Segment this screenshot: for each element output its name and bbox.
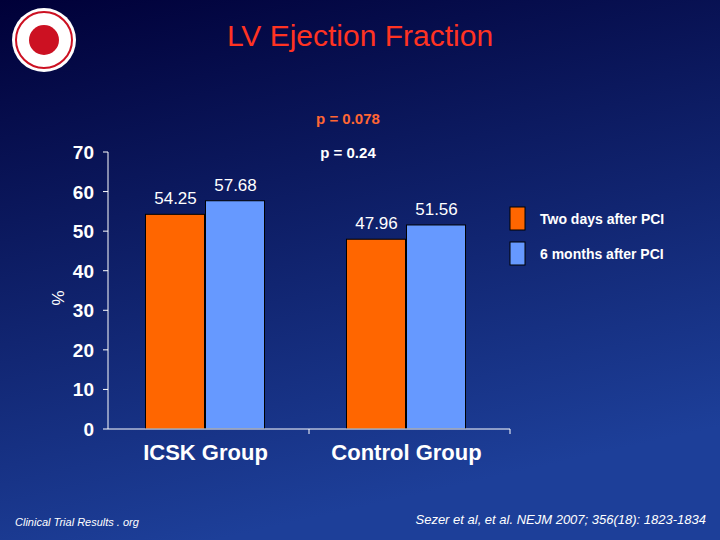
y-tick-label: 60 [73, 182, 94, 203]
category-divider [309, 429, 310, 434]
annotation: p = 0.078 [316, 110, 380, 127]
y-tick [103, 429, 108, 430]
bars [146, 201, 466, 429]
legend-swatch [510, 242, 525, 265]
footnote: Clinical Trial Results . org [15, 516, 140, 528]
y-tick [103, 389, 108, 390]
y-tick-label: 20 [73, 340, 94, 361]
y-tick-label: 30 [73, 300, 94, 321]
y-tick-label: 70 [73, 142, 94, 163]
legend-swatch [510, 207, 525, 230]
bar [347, 239, 406, 429]
data-label: 51.56 [415, 200, 458, 219]
data-label: 54.25 [154, 189, 197, 208]
logo-center [29, 25, 59, 55]
title: LV Ejection Fraction [227, 19, 493, 52]
logo-ring [12, 8, 76, 72]
y-tick [103, 349, 108, 350]
data-labels: 54.25 57.68 47.96 51.56 [154, 176, 458, 233]
y-tick [103, 231, 108, 232]
bar [206, 201, 265, 429]
y-tick-label: 0 [83, 419, 94, 440]
y-axis [108, 152, 109, 429]
data-label: 57.68 [214, 176, 257, 195]
logo [12, 8, 76, 72]
category-divider [510, 429, 511, 434]
bar [407, 225, 466, 429]
chart: LV Ejection Fraction 54.25 57.68 47.96 51.56… [0, 0, 720, 540]
y-tick [103, 152, 108, 153]
y-tick-label: 50 [73, 221, 94, 242]
annotation: p = 0.24 [320, 144, 376, 161]
category-label: Control Group [331, 440, 481, 465]
y-tick [103, 310, 108, 311]
category-label: ICSK Group [143, 440, 268, 465]
background [0, 0, 720, 540]
data-label: 47.96 [355, 214, 398, 233]
y-tick-label: 40 [73, 261, 94, 282]
bar [146, 214, 205, 429]
y-tick-label: 10 [73, 379, 94, 400]
footnote: Sezer et al, et al. NEJM 2007; 356(18): … [415, 512, 706, 527]
y-tick [103, 270, 108, 271]
legend: Two days after PCI 6 months after PCI [510, 207, 664, 265]
y-label: % [49, 290, 68, 305]
y-tick [103, 191, 108, 192]
logo-ring [16, 12, 72, 68]
legend-label: 6 months after PCI [540, 246, 664, 262]
legend-label: Two days after PCI [540, 211, 664, 227]
